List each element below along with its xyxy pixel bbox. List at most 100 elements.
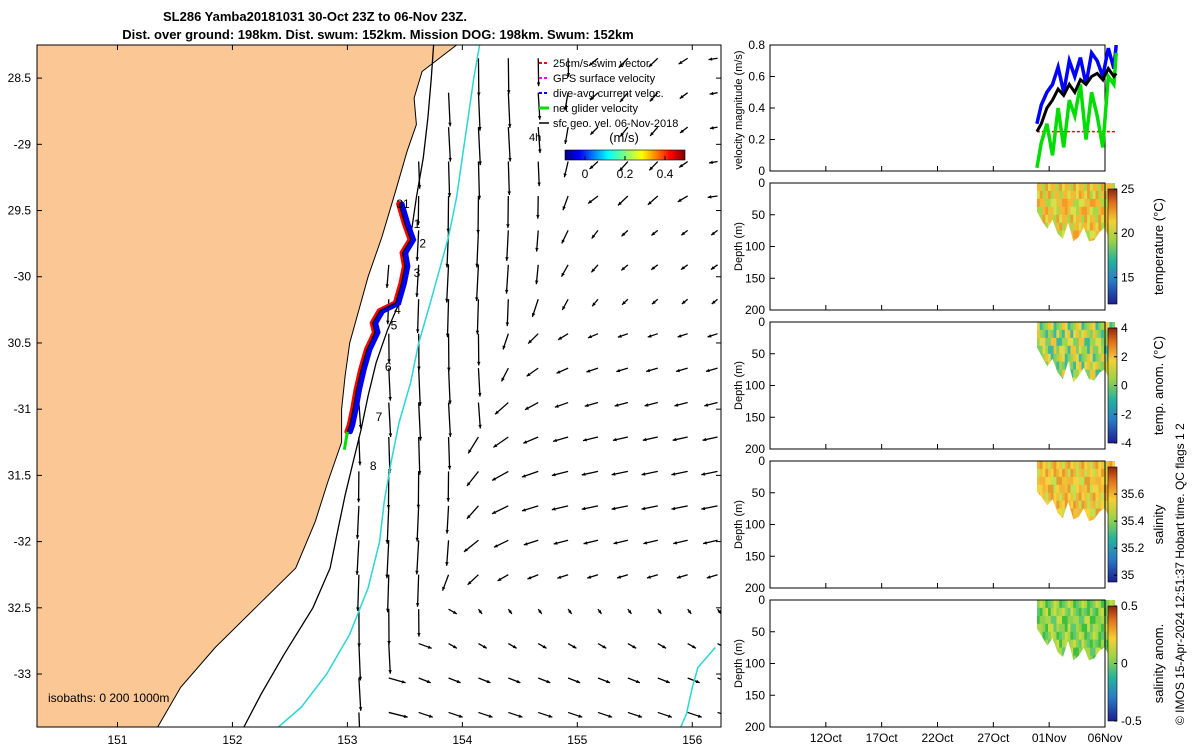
heatmap-cell	[1095, 222, 1099, 232]
current-arrow	[680, 264, 689, 271]
heatmap-cell	[1084, 222, 1088, 232]
current-arrow	[677, 195, 688, 203]
heatmap-cell	[1092, 214, 1097, 224]
current-arrow	[646, 367, 658, 373]
heatmap-cell	[1053, 361, 1057, 371]
heatmap-cell	[1064, 639, 1069, 649]
heatmap-panel: 0 50 100 150 200 Depth (m) 4 2 0 -2 -4 temp. anom. …	[733, 315, 1166, 456]
heatmap-cell	[1056, 600, 1060, 609]
heatmap-cell	[1089, 484, 1094, 494]
heatmap-cell	[1092, 615, 1097, 625]
heatmap-cell	[1039, 600, 1044, 609]
arrow-head	[602, 645, 607, 649]
heatmap-cell	[1053, 639, 1057, 649]
heatmap-cell	[1089, 361, 1094, 371]
heatmap-cell	[1089, 468, 1094, 478]
current-arrow	[356, 574, 360, 612]
heatmap-cell	[1070, 353, 1074, 363]
current-arrow	[657, 711, 673, 718]
arrow-shaft	[356, 540, 360, 576]
y-tick-label: 0.6	[748, 70, 765, 84]
heatmap-cell	[1045, 206, 1049, 216]
colorbar-tick-label: 20	[1121, 226, 1135, 240]
heatmap-cell	[1039, 461, 1044, 470]
heatmap-cell	[1084, 198, 1088, 208]
heatmap-cell	[1109, 322, 1113, 331]
heatmap-cell	[1101, 639, 1105, 649]
heatmap-cell	[1095, 214, 1099, 224]
current-arrow	[537, 677, 551, 684]
arrow-head	[387, 359, 391, 363]
x-tick-label: 154	[452, 733, 472, 747]
arrow-head	[516, 679, 521, 683]
heatmap-cell	[1070, 222, 1074, 232]
current-arrow	[508, 677, 521, 684]
arrow-head	[401, 680, 406, 684]
arrow-head	[505, 289, 509, 294]
heatmap-cell	[1053, 500, 1057, 510]
heatmap-cell	[1056, 329, 1060, 339]
arrow-head	[717, 610, 721, 614]
heatmap-cell	[1103, 484, 1108, 494]
heatmap-cell	[1092, 206, 1097, 216]
day-label: 3	[414, 266, 421, 280]
heatmap-cell	[1067, 183, 1071, 192]
heatmap-cell	[1053, 631, 1057, 641]
heatmap-cell	[1073, 623, 1077, 633]
heatmap-cell	[1045, 190, 1049, 200]
heatmap-cell	[1036, 337, 1041, 347]
heatmap-cell	[1048, 345, 1052, 355]
heatmap-cell	[1095, 369, 1099, 379]
heatmap-cell	[1087, 198, 1091, 208]
arrow-shaft	[447, 161, 451, 197]
current-arrow	[619, 92, 629, 103]
heatmap-cell	[1059, 607, 1063, 617]
arrow-head	[627, 610, 632, 614]
arrow-head	[478, 392, 482, 397]
arrow-head	[475, 263, 479, 268]
arrow-shaft	[358, 712, 361, 727]
current-arrow	[552, 436, 569, 442]
heatmap-cell	[1092, 484, 1097, 494]
heatmap-cell	[1076, 461, 1080, 470]
heatmap-cell	[1062, 615, 1066, 625]
heatmap-cell	[1092, 623, 1097, 633]
heatmap-cell	[1050, 461, 1055, 470]
heatmap-cell	[1062, 631, 1066, 641]
arrow-head	[464, 548, 468, 552]
arrow-head	[608, 714, 613, 718]
heatmap-cell	[1050, 183, 1055, 192]
heatmap-cell	[1084, 345, 1088, 355]
heatmap-cell	[1056, 183, 1060, 192]
heatmap-cell	[1101, 198, 1105, 208]
heatmap-cell	[1064, 461, 1069, 470]
heatmap-cell	[1053, 461, 1057, 470]
heatmap-cell	[1039, 615, 1044, 625]
heatmap-cell	[1053, 484, 1057, 494]
heatmap-cell	[1103, 329, 1108, 339]
heatmap-cell	[1045, 329, 1049, 339]
arrow-shaft	[418, 161, 421, 189]
current-arrow	[589, 92, 599, 101]
heatmap-cell	[1092, 492, 1097, 502]
heatmap-cell	[1078, 623, 1083, 633]
heatmap-cell	[1087, 631, 1091, 641]
heatmap-cell	[1045, 198, 1049, 208]
current-arrow	[527, 574, 539, 580]
arrow-head	[701, 472, 706, 476]
heatmap-cell	[1062, 230, 1066, 240]
current-arrow	[475, 299, 480, 335]
heatmap-cell	[1103, 476, 1108, 486]
current-arrow	[589, 161, 599, 170]
arrow-head	[692, 645, 696, 649]
arrow-head	[708, 57, 713, 61]
heatmap-cell	[1073, 476, 1077, 486]
current-arrow	[648, 161, 659, 171]
heatmap-cell	[1103, 183, 1108, 192]
arrow-shaft	[447, 368, 451, 405]
arrow-head	[418, 436, 423, 441]
heatmap-cell	[1048, 484, 1052, 494]
heatmap-cell	[1048, 198, 1052, 208]
heatmap-cell	[1101, 500, 1105, 510]
heatmap-cell	[1053, 214, 1057, 224]
